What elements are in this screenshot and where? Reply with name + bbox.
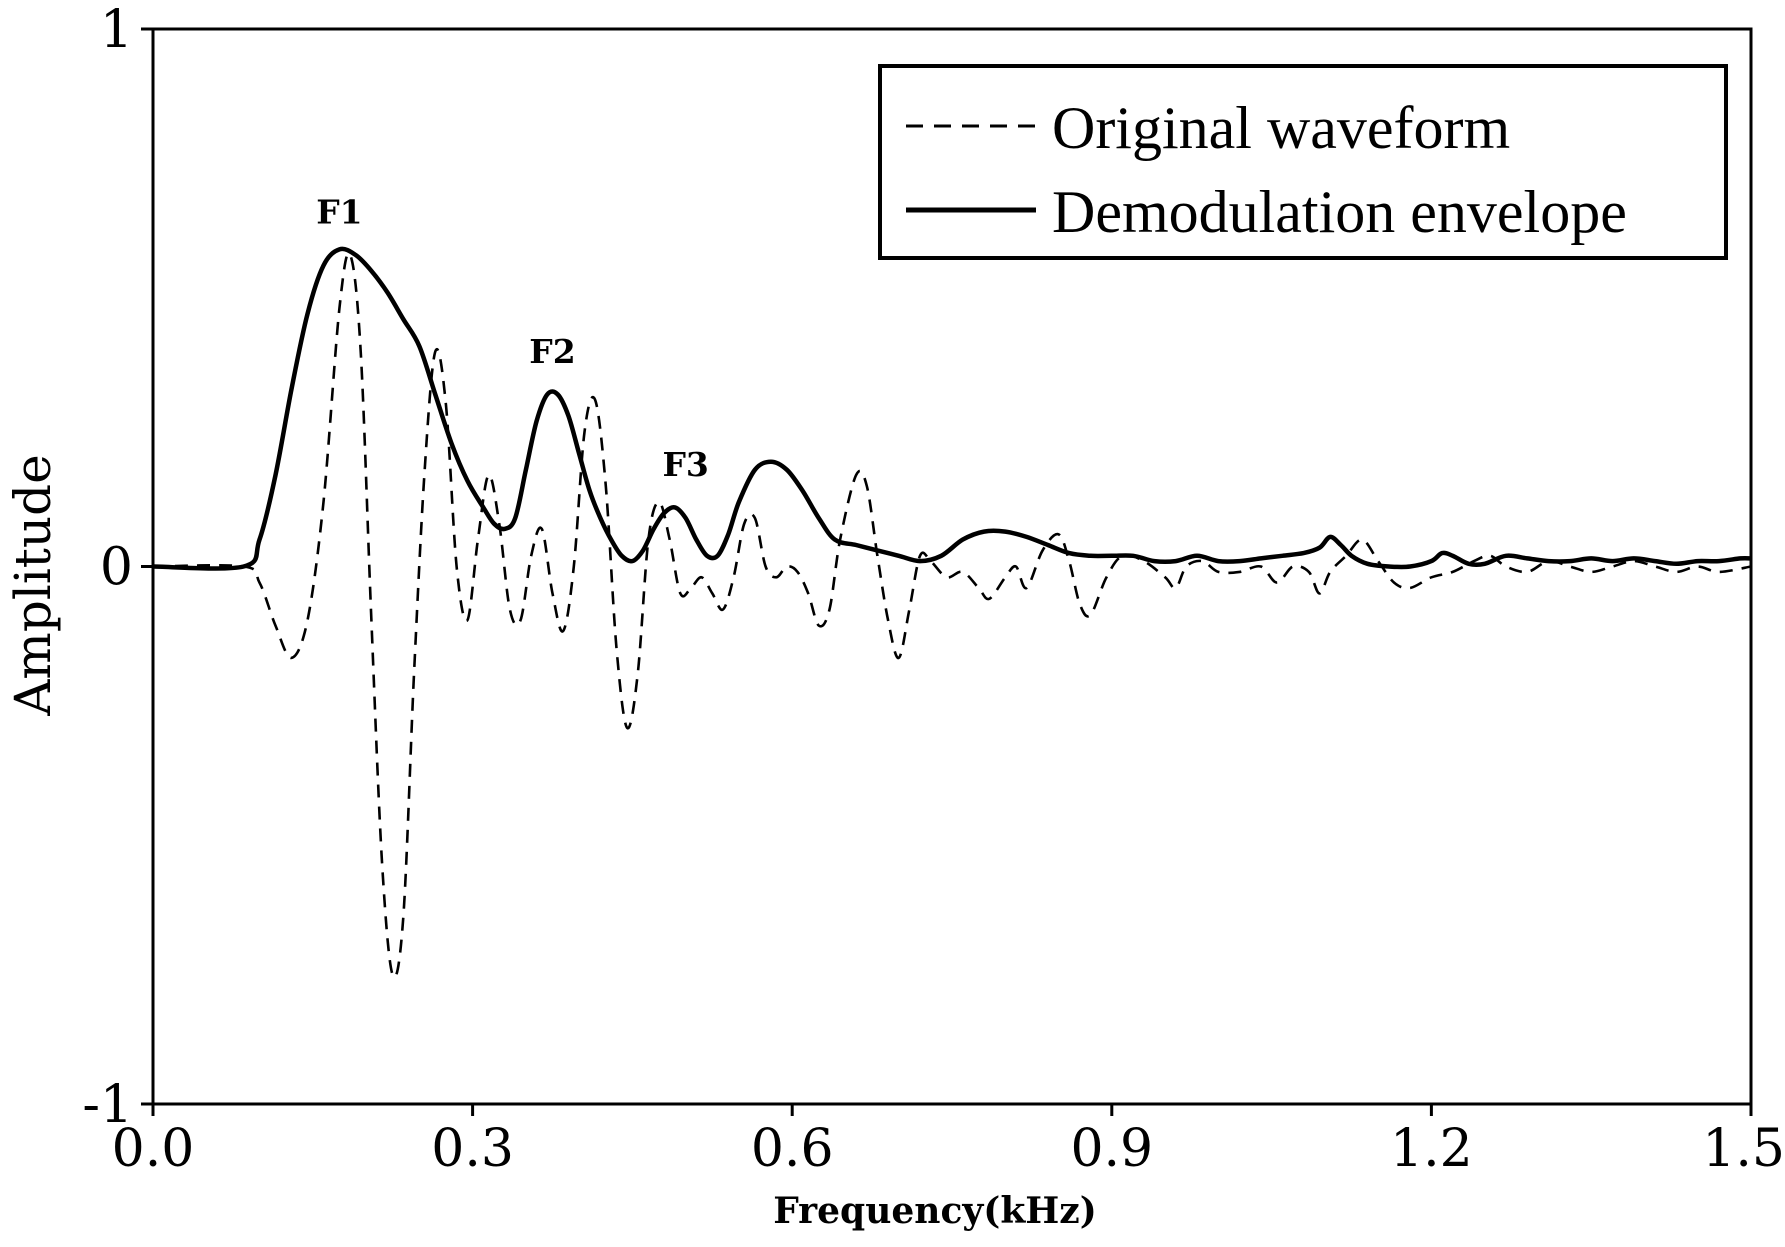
x-tick-label: 1.5 — [1702, 1119, 1785, 1179]
legend-box — [878, 64, 1728, 260]
y-axis-title: Amplitude — [4, 454, 62, 716]
y-tick-label: -1 — [82, 1075, 133, 1135]
x-tick-label: 1.2 — [1390, 1119, 1473, 1179]
series-line-original-waveform — [152, 252, 1752, 979]
x-tick-label: 0.9 — [1070, 1119, 1153, 1179]
legend-label-envelope: Demodulation envelope — [1052, 179, 1627, 245]
peak-annotation-f1: F1 — [316, 192, 362, 231]
x-axis-title: Frequency(kHz) — [773, 1190, 1097, 1232]
x-tick-label: 0.6 — [751, 1119, 834, 1179]
x-tick-label: 0.3 — [431, 1119, 514, 1179]
y-tick-label: 0 — [100, 538, 133, 598]
peak-annotation-f3: F3 — [662, 445, 708, 484]
legend: Original waveform Demodulation envelope — [878, 64, 1728, 260]
series-line-demodulation-envelope — [152, 246, 1752, 571]
x-tick-label: 0.0 — [112, 1119, 195, 1179]
peak-annotation-f2: F2 — [529, 332, 575, 371]
legend-label-original: Original waveform — [1052, 95, 1510, 161]
y-tick-label: 1 — [100, 0, 133, 60]
